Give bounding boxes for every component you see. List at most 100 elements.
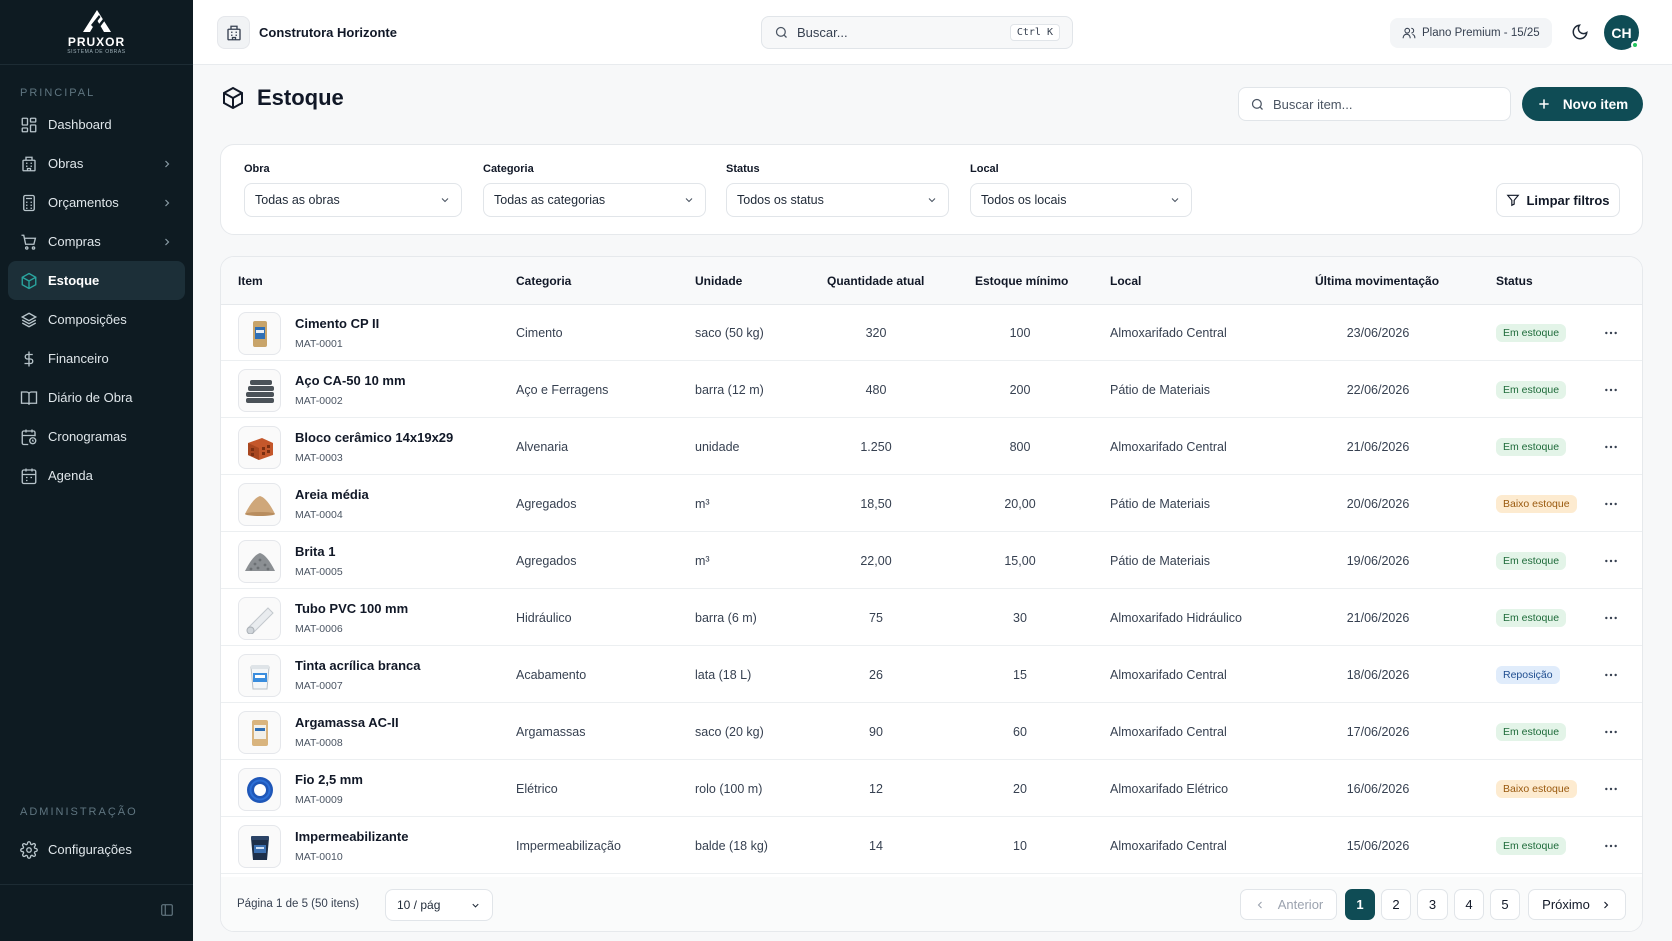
sidebar-item-estoque[interactable]: Estoque <box>8 261 185 300</box>
column-header-unidade: Unidade <box>695 274 743 288</box>
column-header-ultima-movimentacao: Última movimentação <box>1315 274 1440 288</box>
obra-select[interactable]: Todas as obras <box>244 183 462 217</box>
plus-icon <box>1539 99 1549 109</box>
building-icon <box>22 156 36 171</box>
item-search-input[interactable] <box>1273 96 1493 112</box>
row-actions-button[interactable] <box>1591 533 1631 589</box>
sidebar-item-diario-de-obra[interactable]: Diário de Obra <box>8 378 185 417</box>
sidebar-item-dashboard[interactable]: Dashboard <box>8 105 185 144</box>
categoria-select[interactable]: Todas as categorias <box>483 183 706 217</box>
table-row[interactable]: Argamassa AC-II MAT-0008 Argamassas saco (2… <box>221 704 1642 760</box>
page-button-4[interactable]: 4 <box>1454 889 1484 920</box>
cell-last-movement: 16/06/2026 <box>1346 782 1410 796</box>
sidebar-item-agenda[interactable]: Agenda <box>8 456 185 495</box>
admin-nav: Configurações <box>0 830 193 869</box>
next-page-button[interactable]: Próximo <box>1528 889 1626 920</box>
local-select[interactable]: Todos os locais <box>970 183 1192 217</box>
table-row[interactable]: Fio 2,5 mm MAT-0009 Elétrico rolo (100 m) 12… <box>221 761 1642 817</box>
table-row[interactable]: Cimento CP II MAT-0001 Cimento saco (50 kg)… <box>221 305 1642 361</box>
table-row[interactable]: Aço CA-50 10 mm MAT-0002 Aço e Ferragens ba… <box>221 362 1642 418</box>
moon-icon[interactable] <box>1571 23 1589 41</box>
sidebar-item-cronogramas[interactable]: Cronogramas <box>8 417 185 456</box>
per-page-select[interactable]: 10 / pág <box>385 889 493 921</box>
more-horizontal-icon <box>1605 445 1617 449</box>
chevron-right-icon <box>165 160 170 167</box>
cell-last-movement: 20/06/2026 <box>1346 497 1410 511</box>
chevron-left-icon <box>1257 901 1262 908</box>
sidebar-item-orcamentos[interactable]: Orçamentos <box>8 183 185 222</box>
brand-logo[interactable]: PRUXOR SISTEMA DE OBRAS <box>0 0 193 65</box>
item-name[interactable]: Cimento CP II <box>295 316 380 331</box>
previous-page-button[interactable]: Anterior <box>1240 889 1337 920</box>
filter-label: Categoria <box>483 163 534 175</box>
item-name[interactable]: Bloco cerâmico 14x19x29 <box>295 430 454 445</box>
page-button-5[interactable]: 5 <box>1490 889 1520 920</box>
sidebar-item-compras[interactable]: Compras <box>8 222 185 261</box>
cell-quantity: 1.250 <box>860 440 892 454</box>
new-item-button[interactable]: Novo item <box>1522 87 1643 121</box>
row-actions-button[interactable] <box>1591 761 1631 817</box>
sidebar-item-obras[interactable]: Obras <box>8 144 185 183</box>
wire-roll-icon <box>238 768 281 811</box>
page-button-2[interactable]: 2 <box>1381 889 1411 920</box>
cell-location: Pátio de Materiais <box>1110 497 1211 511</box>
cell-location: Almoxarifado Elétrico <box>1110 782 1229 796</box>
cell-unit: barra (12 m) <box>695 383 764 397</box>
item-name[interactable]: Areia média <box>295 487 369 502</box>
page-button-3[interactable]: 3 <box>1417 889 1448 920</box>
item-name[interactable]: Argamassa AC-II <box>295 715 399 730</box>
chevron-down-icon <box>928 198 936 203</box>
item-name[interactable]: Brita 1 <box>295 544 336 559</box>
page-button-1[interactable]: 1 <box>1345 889 1375 920</box>
row-actions-button[interactable] <box>1591 647 1631 703</box>
cell-last-movement: 15/06/2026 <box>1346 839 1410 853</box>
sidebar-item-label: Financeiro <box>48 351 109 366</box>
cell-minimum: 20 <box>1013 782 1027 796</box>
item-name[interactable]: Impermeabilizante <box>295 829 409 844</box>
row-actions-button[interactable] <box>1591 704 1631 760</box>
company-switcher[interactable]: Construtora Horizonte <box>217 16 397 49</box>
cell-last-movement: 18/06/2026 <box>1346 668 1410 682</box>
cell-category: Argamassas <box>516 725 586 739</box>
sidebar-item-configuracoes[interactable]: Configurações <box>8 830 185 869</box>
item-name[interactable]: Tinta acrílica branca <box>295 658 421 673</box>
item-code: MAT-0005 <box>295 566 343 578</box>
cell-unit: m³ <box>695 554 710 568</box>
global-search-input[interactable]: Buscar... Ctrl K <box>761 16 1073 49</box>
status-select[interactable]: Todos os status <box>726 183 949 217</box>
item-search[interactable] <box>1238 87 1511 121</box>
avatar[interactable]: CH <box>1604 15 1639 50</box>
table-row[interactable]: Bloco cerâmico 14x19x29 MAT-0003 Alvenaria… <box>221 419 1642 475</box>
table-footer: Página 1 de 5 (50 itens) 10 / pág Anteri… <box>221 877 1642 931</box>
table-row[interactable]: Tubo PVC 100 mm MAT-0006 Hidráulico barra (… <box>221 590 1642 646</box>
row-actions-button[interactable] <box>1591 305 1631 361</box>
table-row[interactable]: Tinta acrílica branca MAT-0007 Acabamento l… <box>221 647 1642 703</box>
pvc-pipe-icon <box>238 597 281 640</box>
row-actions-button[interactable] <box>1591 419 1631 475</box>
more-horizontal-icon <box>1605 559 1617 563</box>
row-actions-button[interactable] <box>1591 476 1631 532</box>
calendar-icon <box>21 468 37 484</box>
sidebar-item-financeiro[interactable]: Financeiro <box>8 339 185 378</box>
item-name[interactable]: Tubo PVC 100 mm <box>295 601 409 616</box>
table-row[interactable]: Areia média MAT-0004 Agregados m³ 18,50 20,00… <box>221 476 1642 532</box>
plan-badge[interactable]: Plano Premium - 15/25 <box>1390 18 1552 48</box>
collapse-sidebar-icon[interactable] <box>160 903 174 917</box>
cell-quantity: 75 <box>869 611 883 625</box>
search-icon <box>775 26 787 38</box>
users-icon <box>1402 27 1416 39</box>
cell-status: Reposição <box>1496 647 1606 703</box>
row-actions-button[interactable] <box>1591 590 1631 646</box>
online-indicator <box>1631 41 1639 49</box>
sidebar-item-composicoes[interactable]: Composições <box>8 300 185 339</box>
cell-unit: m³ <box>695 497 710 511</box>
clear-filters-button[interactable]: Limpar filtros <box>1496 183 1620 217</box>
status-badge: Em estoque <box>1496 324 1567 342</box>
item-name[interactable]: Fio 2,5 mm <box>295 772 363 787</box>
item-name[interactable]: Aço CA-50 10 mm <box>295 373 406 388</box>
table-row[interactable]: Impermeabilizante MAT-0010 Impermeabilizaç… <box>221 818 1642 874</box>
cell-status: Baixo estoque <box>1496 476 1606 532</box>
row-actions-button[interactable] <box>1591 362 1631 418</box>
table-row[interactable]: Brita 1 MAT-0005 Agregados m³ 22,00 15,00 Páti… <box>221 533 1642 589</box>
row-actions-button[interactable] <box>1591 818 1631 874</box>
